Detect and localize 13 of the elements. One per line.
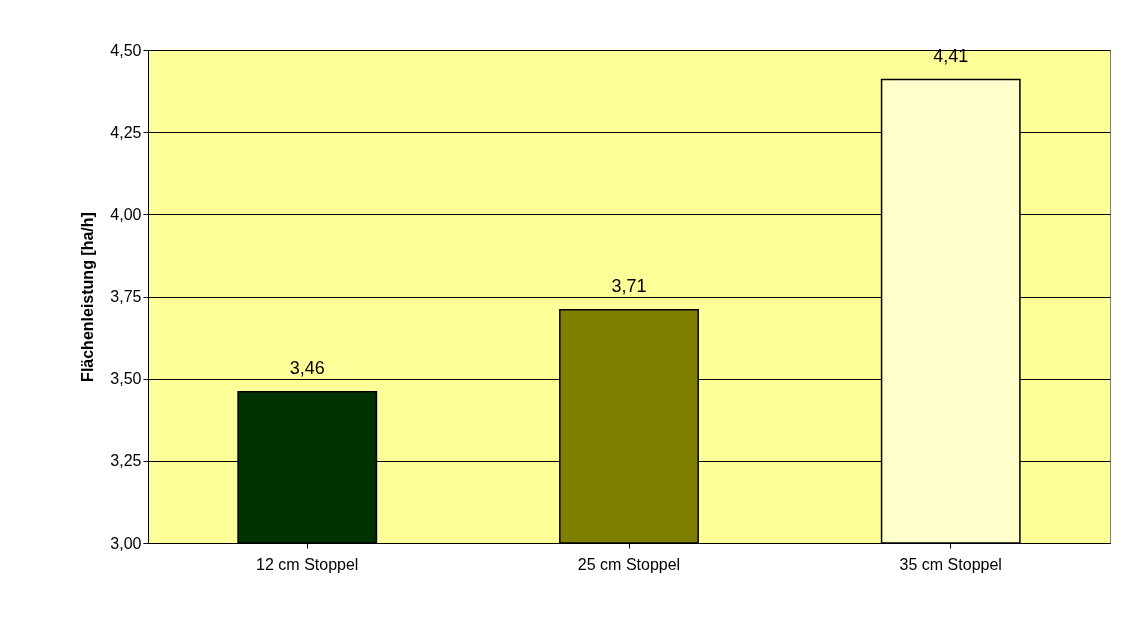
- y-tick-label: 4,00: [110, 205, 142, 223]
- y-tick-label: 3,75: [110, 288, 142, 305]
- y-tick-label: 3,00: [110, 534, 142, 552]
- x-tick-label: 25 cm Stoppel: [577, 555, 681, 573]
- y-tick-label: 3,50: [110, 370, 142, 388]
- data-label: 3,46: [289, 357, 325, 378]
- x-tick-label: 12 cm Stoppel: [256, 555, 359, 573]
- data-label: 3,71: [611, 275, 647, 296]
- y-axis-title: Flächenleistung [ha/h]: [79, 212, 97, 382]
- x-tick-label: 35 cm Stoppel: [899, 555, 1002, 573]
- y-tick-label: 4,50: [110, 41, 142, 59]
- y-tick-label: 4,25: [110, 123, 142, 141]
- y-tick-label: 3,25: [110, 452, 142, 470]
